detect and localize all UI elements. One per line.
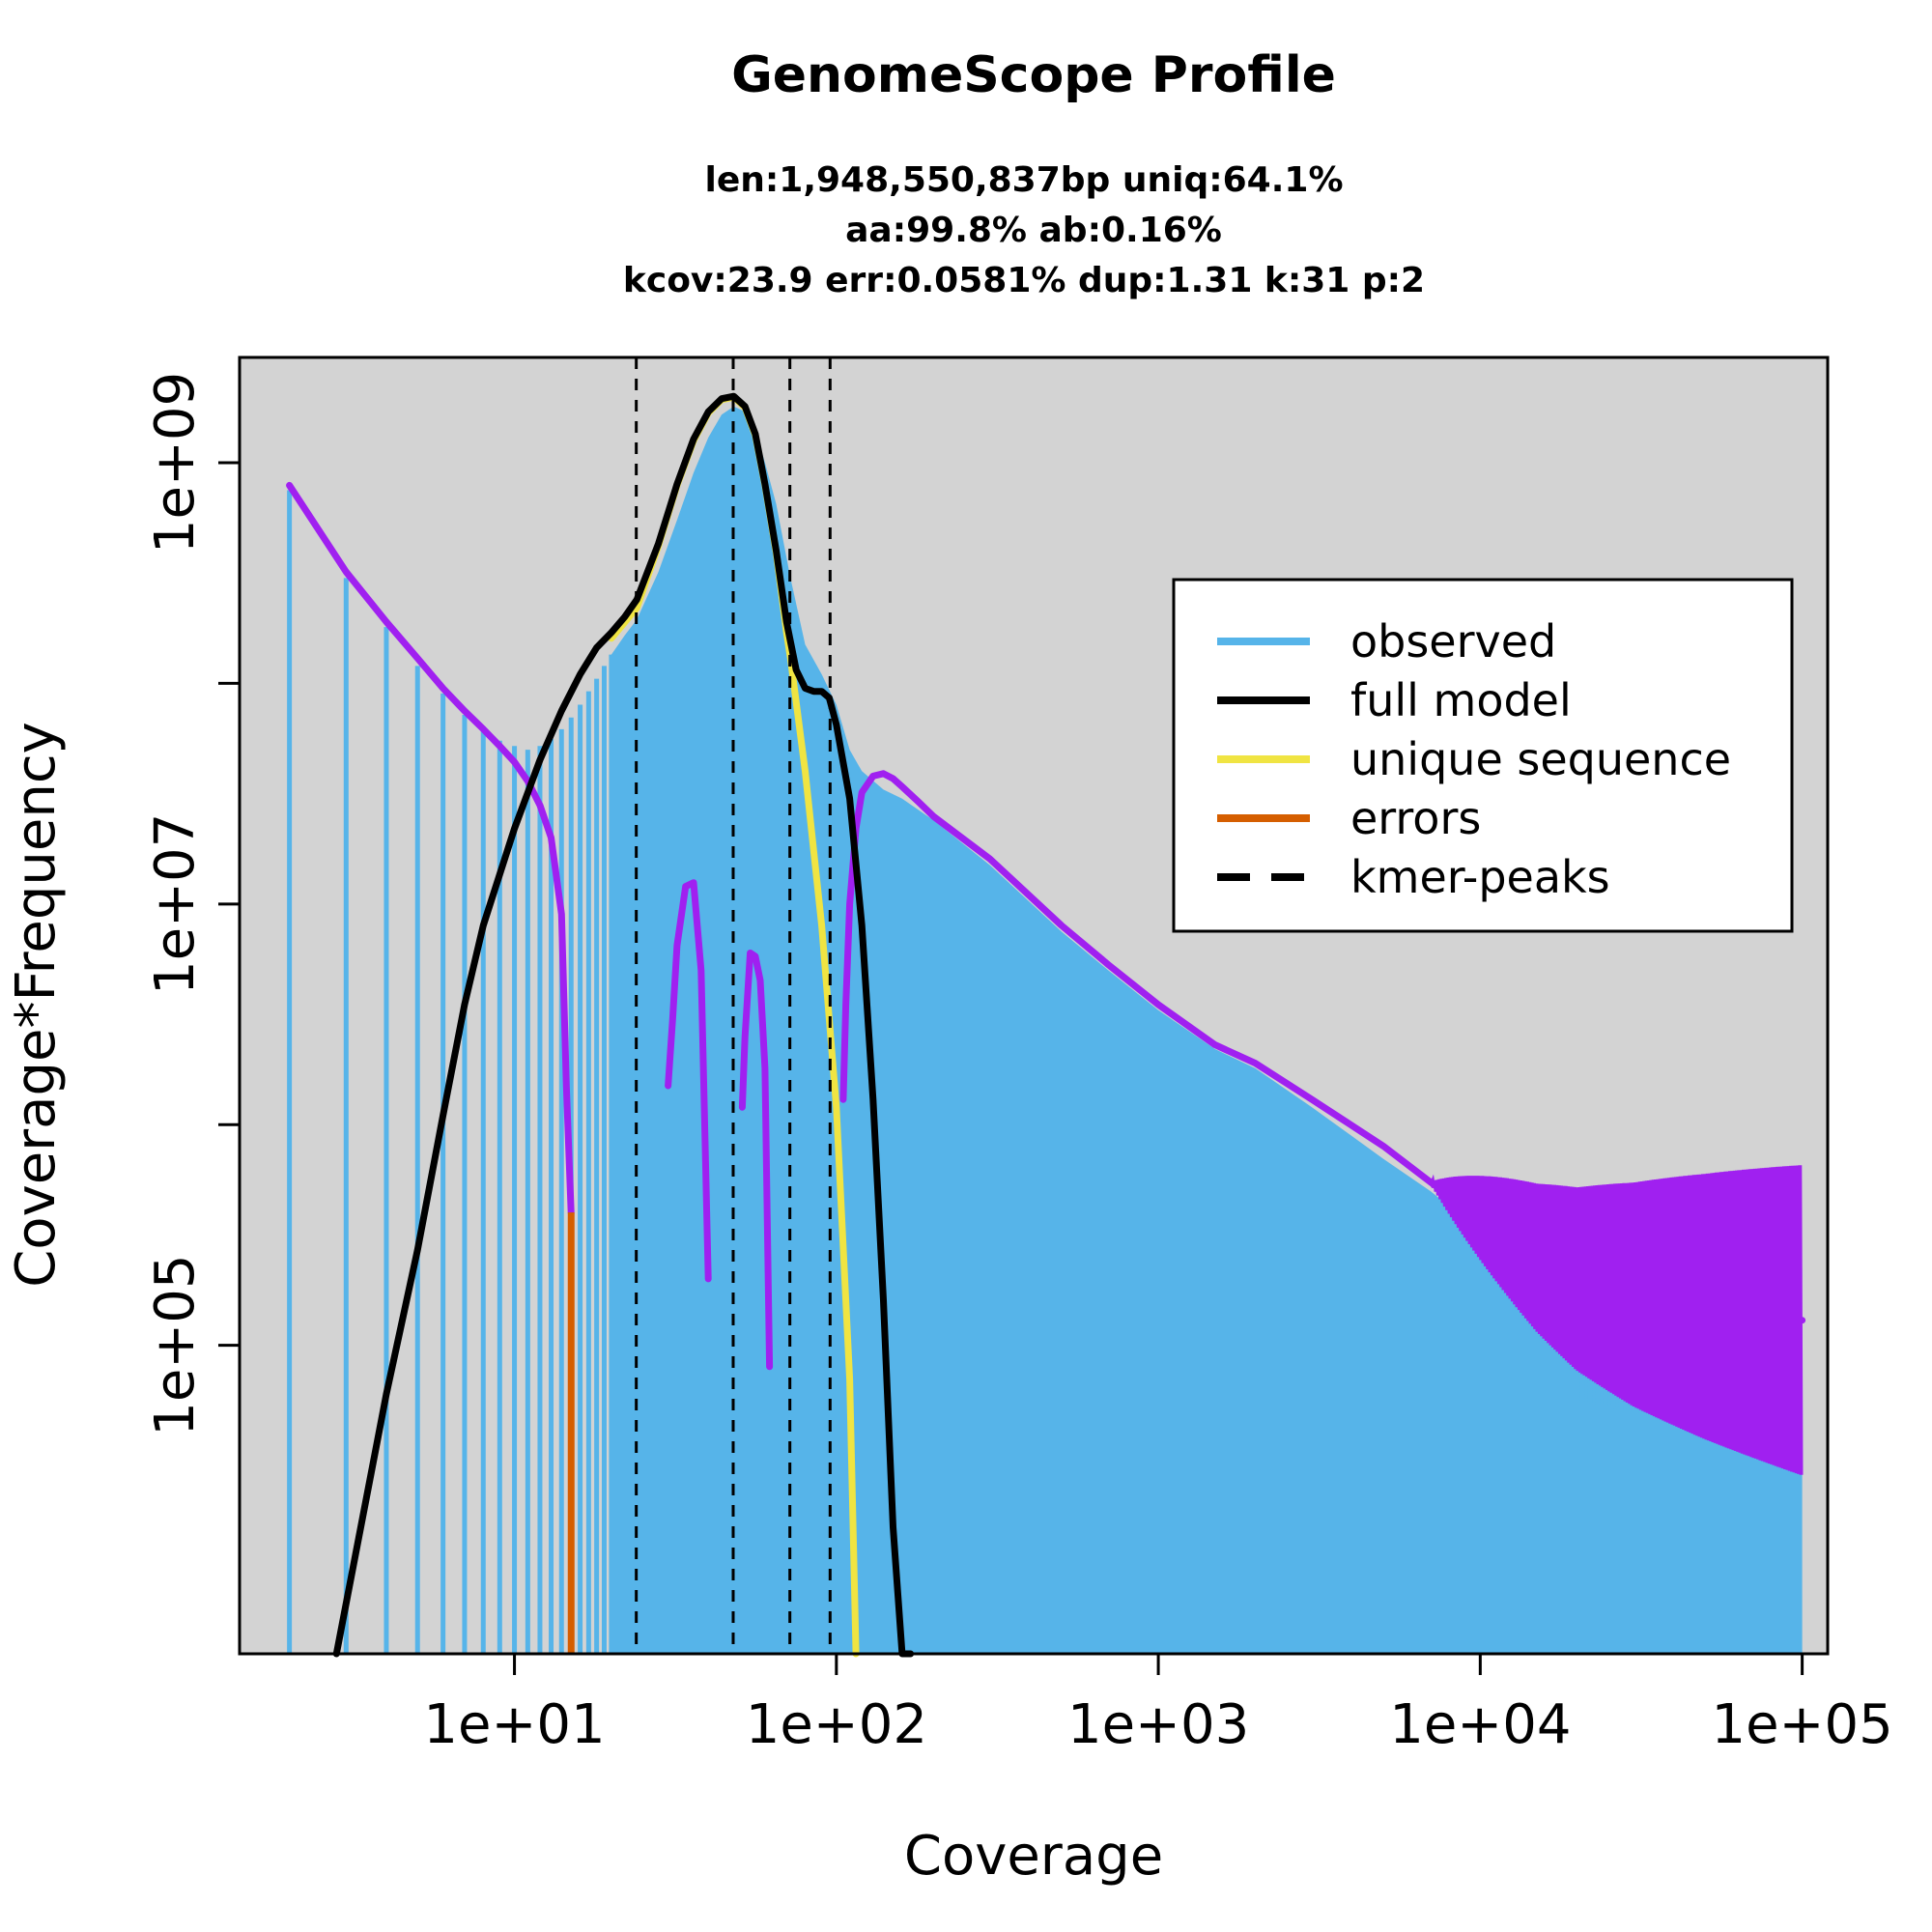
subtitle-line-1: len:1,948,550,837bp uniq:64.1%: [704, 160, 1343, 200]
x-tick-label: 1e+03: [1067, 1693, 1249, 1756]
y-axis: 1e+05 1e+07 1e+09: [144, 372, 240, 1436]
x-tick-label: 1e+02: [746, 1693, 927, 1756]
legend-label: observed: [1350, 615, 1556, 668]
y-axis-label: Coverage*Frequency: [5, 722, 68, 1288]
residual-line: [286, 481, 575, 1216]
plot-border: [238, 355, 1830, 1656]
y-tick-label: 1e+07: [144, 813, 207, 995]
legend-label: kmer-peaks: [1350, 851, 1610, 903]
kmer-peak-lines: [635, 357, 832, 1654]
residual-line: [665, 879, 712, 1283]
legend: observed full model unique sequence errors k…: [1172, 578, 1794, 933]
x-tick-label: 1e+05: [1711, 1693, 1892, 1756]
x-axis: 1e+01 1e+02 1e+03 1e+04 1e+05: [423, 1654, 1893, 1756]
legend-label: unique sequence: [1350, 733, 1731, 785]
y-tick-label: 1e+09: [144, 372, 207, 554]
observed-area: [611, 406, 1803, 1655]
chart-title: GenomeScope Profile: [731, 46, 1336, 104]
x-tick-label: 1e+04: [1389, 1693, 1571, 1756]
x-axis-label: Coverage: [904, 1825, 1163, 1888]
full-model-line: [332, 392, 915, 1658]
observed-bars: [287, 406, 1803, 1655]
subtitle-line-3: kcov:23.9 err:0.0581% dup:1.31 k:31 p:2: [623, 261, 1425, 300]
x-tick-label: 1e+01: [423, 1693, 605, 1756]
residual-noise: [1428, 1165, 1804, 1475]
subtitle-line-2: aa:99.8% ab:0.16%: [845, 211, 1222, 250]
y-tick-label: 1e+05: [144, 1255, 207, 1436]
residual-line: [738, 950, 774, 1371]
series-lines: [286, 392, 1806, 1658]
legend-label: full model: [1350, 674, 1572, 726]
legend-label: errors: [1350, 792, 1481, 844]
